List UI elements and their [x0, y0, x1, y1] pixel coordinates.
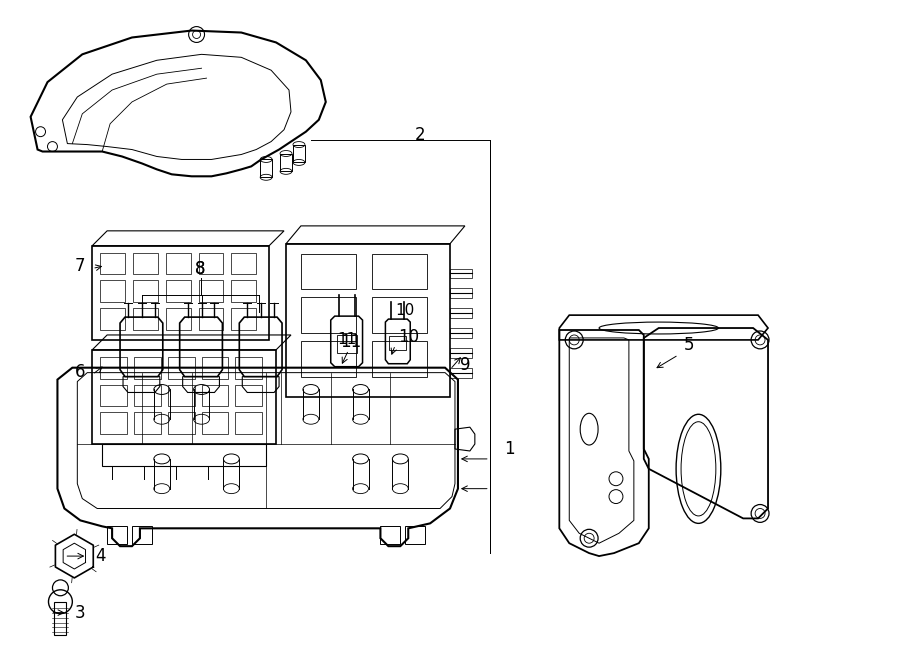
Bar [260, 159, 272, 177]
Text: 8: 8 [195, 260, 206, 278]
Text: 7: 7 [75, 256, 86, 274]
Text: 10: 10 [398, 328, 418, 346]
Bar [132, 526, 152, 544]
Bar [202, 412, 229, 434]
Bar [450, 328, 472, 338]
Bar [405, 526, 425, 544]
Text: 1: 1 [504, 440, 515, 458]
Bar [92, 246, 269, 340]
Bar [100, 357, 127, 379]
Bar [134, 385, 161, 407]
Bar [199, 253, 223, 274]
Bar [199, 280, 223, 302]
Bar [231, 280, 256, 302]
Text: 10: 10 [396, 303, 415, 318]
Bar [55, 602, 67, 635]
Bar [450, 348, 472, 358]
Bar [202, 357, 229, 379]
Bar [100, 385, 127, 407]
Bar [100, 280, 125, 302]
Bar [450, 288, 472, 298]
Bar [166, 253, 191, 274]
Bar [100, 412, 127, 434]
Bar [134, 357, 161, 379]
Bar [134, 412, 161, 434]
Bar [337, 335, 356, 353]
Text: 8: 8 [195, 260, 206, 278]
Bar [100, 253, 125, 274]
Bar [167, 385, 194, 407]
Bar [286, 244, 450, 397]
Bar [166, 280, 191, 302]
Bar [167, 412, 194, 434]
Bar [293, 145, 305, 163]
Bar [202, 385, 229, 407]
Bar [381, 526, 400, 544]
Bar [390, 336, 406, 350]
Bar [133, 308, 158, 330]
Bar [235, 357, 262, 379]
Text: 11: 11 [340, 333, 361, 351]
Bar [199, 308, 223, 330]
Bar [133, 253, 158, 274]
Text: 4: 4 [94, 547, 105, 565]
Bar [231, 253, 256, 274]
Bar [301, 297, 356, 333]
Bar [450, 268, 472, 278]
Bar [235, 385, 262, 407]
Bar [301, 254, 356, 290]
Bar [103, 444, 266, 466]
Bar [166, 308, 191, 330]
Text: 2: 2 [415, 126, 426, 143]
Bar [373, 341, 427, 377]
Text: 5: 5 [683, 336, 694, 354]
Bar [133, 280, 158, 302]
Bar [235, 412, 262, 434]
Bar [301, 341, 356, 377]
Bar [450, 308, 472, 318]
Bar [167, 357, 194, 379]
Bar [107, 526, 127, 544]
Bar [450, 368, 472, 377]
Text: 6: 6 [75, 363, 86, 381]
Text: 9: 9 [460, 356, 470, 373]
Bar [373, 254, 427, 290]
Text: 3: 3 [75, 603, 86, 621]
Bar [92, 350, 276, 444]
Text: 11: 11 [337, 332, 356, 348]
Bar [100, 308, 125, 330]
Bar [373, 297, 427, 333]
Bar [280, 153, 292, 171]
Bar [231, 308, 256, 330]
